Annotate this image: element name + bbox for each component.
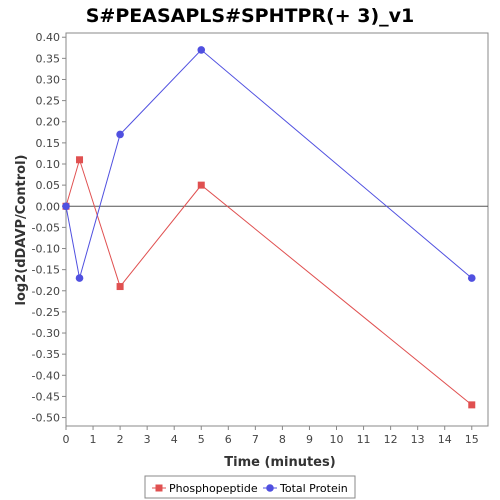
data-point: [75, 274, 84, 282]
y-tick-label: -0.05: [32, 221, 60, 234]
data-point: [62, 202, 70, 211]
legend-label: Phosphopeptide: [169, 482, 258, 495]
y-tick-label: 0.15: [36, 137, 61, 150]
chart-title: S#PEASAPLS#SPHTPR(+ 3)_v1: [86, 5, 415, 27]
x-tick-label: 8: [279, 433, 286, 446]
y-tick-label: 0.25: [36, 95, 61, 108]
x-tick-label: 3: [144, 433, 151, 446]
x-tick-label: 6: [225, 433, 232, 446]
legend-box: [144, 475, 356, 499]
data-point: [468, 401, 476, 409]
y-axis-label: log2(dDAVP/Control): [14, 155, 29, 306]
data-point: [116, 130, 124, 139]
x-tick-label: 4: [171, 433, 178, 446]
y-axis-ticks: 0.40 0.35 0.30 0.25 0.20 0.15 0.10 0.05 0.00 -0.0…: [32, 31, 66, 425]
data-point: [197, 181, 205, 189]
x-tick-label: 0: [63, 433, 70, 446]
y-tick-label: -0.35: [32, 348, 60, 361]
series-layer: [62, 46, 476, 409]
y-tick-label: -0.20: [32, 285, 60, 298]
y-tick-label: -0.10: [32, 243, 60, 256]
x-tick-label: 2: [117, 433, 124, 446]
y-tick-label: -0.30: [32, 327, 60, 340]
x-tick-label: 9: [306, 433, 313, 446]
legend-marker: [266, 484, 274, 492]
data-point: [76, 156, 84, 164]
data-point: [116, 283, 124, 291]
legend: Phosphopeptide Total Protein: [144, 475, 356, 499]
legend-label: Total Protein: [279, 482, 348, 495]
y-tick-label: 0.05: [36, 179, 61, 192]
y-tick-label: 0.35: [36, 52, 61, 65]
x-axis-label: Time (minutes): [224, 455, 335, 470]
y-tick-label: -0.40: [32, 369, 60, 382]
x-tick-label: 15: [465, 433, 479, 446]
y-tick-label: 0.40: [36, 31, 61, 44]
x-tick-label: 5: [198, 433, 205, 446]
x-tick-label: 7: [252, 433, 259, 446]
data-point: [197, 46, 206, 54]
x-tick-label: 14: [438, 433, 452, 446]
x-tick-label: 10: [330, 433, 344, 446]
y-tick-label: 0.00: [36, 200, 61, 213]
data-point: [467, 274, 476, 282]
y-tick-label: -0.45: [32, 390, 60, 403]
legend-marker: [155, 484, 163, 492]
x-tick-label: 13: [411, 433, 425, 446]
y-tick-label: -0.50: [32, 412, 60, 425]
y-tick-label: 0.10: [36, 158, 61, 171]
y-tick-label: 0.30: [36, 73, 61, 86]
y-tick-label: 0.20: [36, 116, 61, 129]
x-tick-label: 11: [357, 433, 371, 446]
y-tick-label: -0.25: [32, 306, 60, 319]
y-tick-label: -0.15: [32, 264, 60, 277]
x-tick-label: 12: [384, 433, 398, 446]
x-axis-ticks: 0 1 2 3 4 5 6 7 8 9 10 11 12 13 14 15: [63, 426, 479, 446]
x-tick-label: 1: [90, 433, 97, 446]
